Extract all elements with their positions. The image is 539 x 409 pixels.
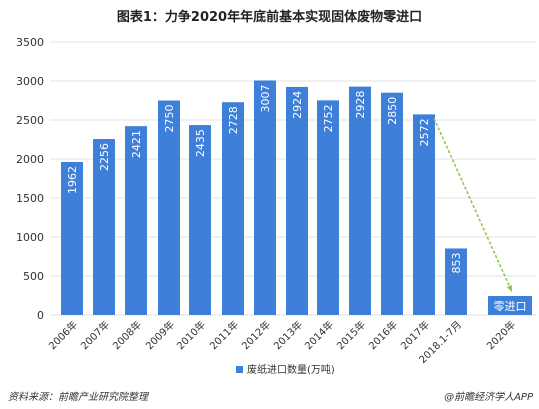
- x-tick-label: 2012年: [239, 318, 273, 352]
- data-label: 2752: [322, 104, 335, 132]
- data-label: 1962: [66, 166, 79, 194]
- y-tick-label: 3500: [16, 36, 44, 49]
- annotation-label: 零进口: [494, 300, 527, 313]
- data-label: 2256: [98, 143, 111, 171]
- x-tick-label: 2006年: [46, 318, 80, 352]
- x-tick-label: 2008年: [110, 318, 144, 352]
- bar: [222, 102, 244, 315]
- x-tick-label: 2011年: [207, 318, 241, 352]
- bar: [254, 80, 276, 315]
- y-tick-label: 2500: [16, 114, 44, 127]
- credit-note: @前瞻经济学人APP: [444, 392, 533, 403]
- data-label: 3007: [259, 84, 272, 112]
- legend-label: 废纸进口数量(万吨): [247, 363, 335, 376]
- x-tick-label: 2007年: [78, 318, 112, 352]
- x-tick-label: 2013年: [271, 318, 305, 352]
- bar: [413, 114, 435, 315]
- trend-arrow-head: [506, 285, 512, 292]
- bar: [93, 139, 115, 315]
- bar: [125, 126, 147, 315]
- bar: [349, 86, 371, 315]
- chart-title: 图表1：力争2020年年底前基本实现固体废物零进口: [116, 10, 423, 25]
- x-tick-label: 2010年: [174, 318, 208, 352]
- data-label: 2572: [418, 118, 431, 146]
- data-label: 2850: [386, 97, 399, 125]
- x-tick-label: 2017年: [398, 318, 432, 352]
- y-tick-label: 2000: [16, 153, 44, 166]
- x-tick-label: 2020年: [484, 318, 518, 352]
- legend-swatch: [236, 366, 243, 373]
- bar: [445, 248, 467, 315]
- source-note: 资料来源：前瞻产业研究院整理: [8, 392, 148, 403]
- y-tick-label: 1000: [16, 231, 44, 244]
- bars: [61, 80, 467, 316]
- data-label: 2435: [194, 129, 207, 157]
- bar: [61, 161, 83, 315]
- bar: [381, 92, 403, 315]
- x-tick-label: 2014年: [302, 318, 336, 352]
- data-label: 2750: [163, 105, 176, 133]
- bar: [286, 86, 308, 315]
- y-tick-label: 0: [37, 309, 44, 322]
- y-tick-label: 3000: [16, 75, 44, 88]
- x-tick-label: 2016年: [366, 318, 400, 352]
- y-tick-label: 1500: [16, 192, 44, 205]
- annotation-layer: 零进口: [433, 118, 532, 315]
- bar: [158, 100, 180, 315]
- x-tick-label: 2009年: [143, 318, 177, 352]
- data-labels: 1962 2256 2421 2750 2435 2728 3007 2924 2752 2928…: [66, 84, 463, 273]
- data-label: 2728: [227, 106, 240, 134]
- x-tick-label: 2015年: [334, 318, 368, 352]
- y-axis-ticks: 0 500 1000 1500 2000 2500 3000 3500: [16, 36, 44, 322]
- data-label: 853: [450, 252, 463, 273]
- trend-arrow-line: [433, 118, 513, 293]
- target-bar: [488, 296, 532, 315]
- y-tick-label: 500: [23, 270, 44, 283]
- data-label: 2924: [291, 91, 304, 119]
- data-label: 2928: [354, 91, 367, 119]
- bar: [317, 100, 339, 316]
- bar: [189, 125, 211, 315]
- data-label: 2421: [130, 130, 143, 158]
- legend: 废纸进口数量(万吨): [236, 363, 335, 376]
